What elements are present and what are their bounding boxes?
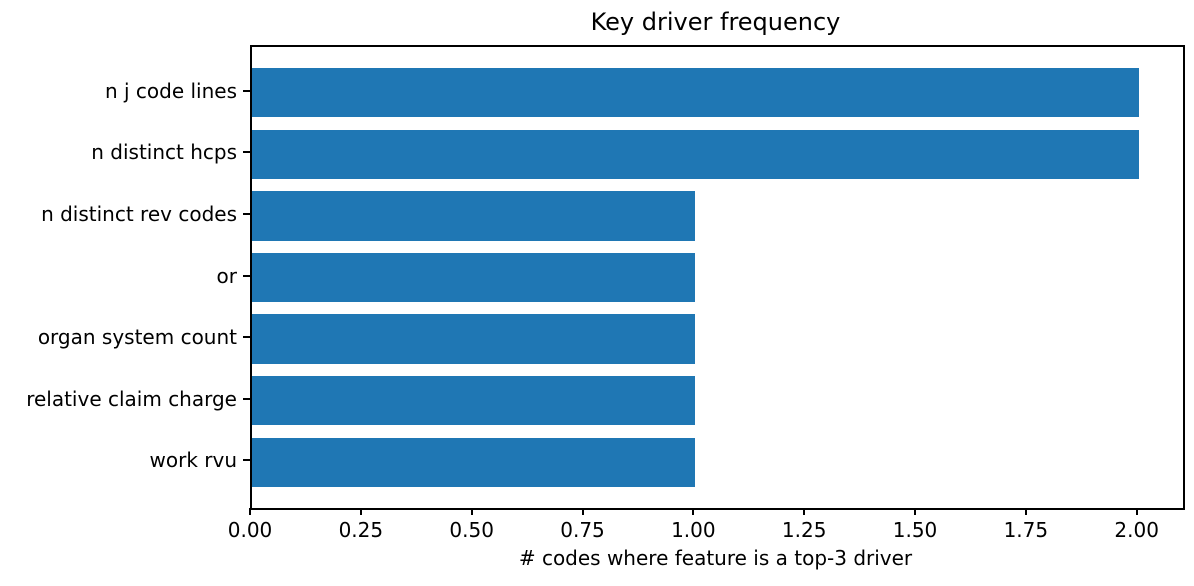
x-tick-label: 0.50	[449, 518, 494, 542]
x-tick-label: 0.25	[338, 518, 384, 542]
y-tick-mark	[243, 336, 250, 339]
bar	[252, 252, 696, 303]
y-tick-mark	[243, 274, 250, 277]
x-tick-mark	[803, 508, 806, 515]
y-tick-label: or	[216, 263, 237, 288]
x-tick-label: 1.75	[1003, 518, 1049, 542]
y-tick-label: n distinct rev codes	[41, 201, 237, 226]
y-tick-mark	[243, 397, 250, 400]
x-tick-mark	[1024, 508, 1027, 515]
y-tick-label: n j code lines	[104, 78, 237, 103]
y-tick-label: work rvu	[149, 448, 238, 473]
y-tick-label: n distinct hcps	[91, 140, 237, 165]
x-tick-mark	[359, 508, 362, 515]
y-tick-label: organ system count	[37, 325, 237, 350]
y-tick-mark	[243, 212, 250, 215]
x-tick-label: 0.75	[560, 518, 605, 542]
x-tick-label: 2.00	[1114, 518, 1159, 542]
x-tick-label: 1.50	[892, 518, 938, 542]
y-tick-mark	[243, 89, 250, 92]
y-tick-mark	[243, 459, 250, 462]
chart-title: Key driver frequency	[590, 8, 841, 36]
y-tick-label: relative claim charge	[26, 386, 237, 411]
bar	[252, 129, 1139, 179]
x-tick-mark	[692, 508, 695, 515]
y-tick-mark	[243, 151, 250, 154]
bar	[252, 314, 696, 364]
x-tick-mark	[470, 508, 473, 515]
x-tick-label: 0.00	[227, 518, 273, 542]
x-tick-mark	[249, 508, 251, 515]
x-tick-label: 1.25	[781, 518, 827, 542]
x-tick-mark	[914, 508, 916, 515]
plot-area	[250, 45, 1185, 510]
bar	[252, 376, 696, 426]
bar	[252, 67, 1139, 118]
x-axis-label: # codes where feature is a top-3 driver	[518, 546, 913, 570]
x-tick-mark	[581, 508, 584, 515]
bar	[252, 437, 696, 488]
bar	[252, 191, 696, 241]
x-tick-mark	[1135, 508, 1138, 515]
x-tick-label: 1.00	[671, 518, 716, 542]
